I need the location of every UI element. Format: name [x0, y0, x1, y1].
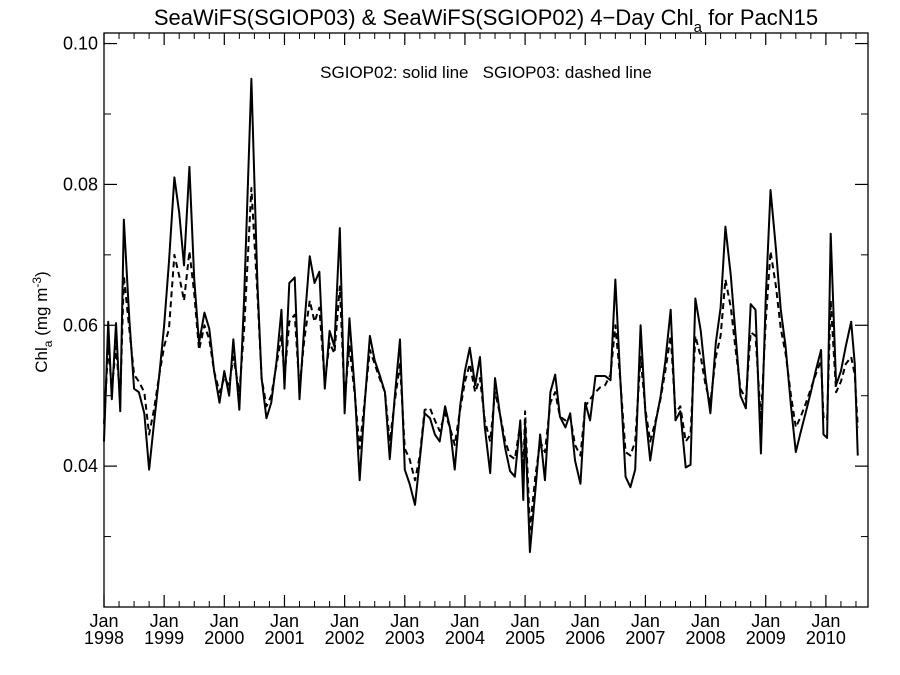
x-tick-year-label: 1998 — [84, 628, 124, 648]
x-tick-year-label: 2005 — [505, 628, 545, 648]
x-tick-month-label: Jan — [511, 611, 540, 631]
series-line-sgiop02 — [103, 77, 859, 554]
x-tick-month-label: Jan — [691, 611, 720, 631]
plot-frame — [103, 32, 869, 608]
x-tick-year-label: 2007 — [625, 628, 665, 648]
x-tick-month-label: Jan — [330, 611, 359, 631]
x-tick-month-label: Jan — [811, 611, 840, 631]
x-tick-month-label: Jan — [571, 611, 600, 631]
series-line-sgiop03 — [103, 186, 859, 531]
x-tick-year-label: 2009 — [746, 628, 786, 648]
x-tick-month-label: Jan — [210, 611, 239, 631]
x-tick-month-label: Jan — [751, 611, 780, 631]
x-axis-ticks: Jan1998Jan1999Jan2000Jan2001Jan2002Jan20… — [84, 33, 857, 648]
x-tick-year-label: 2001 — [264, 628, 304, 648]
x-tick-year-label: 2003 — [385, 628, 425, 648]
x-tick-month-label: Jan — [631, 611, 660, 631]
y-axis-label: Chla (mg m-3) — [30, 271, 55, 372]
x-tick-month-label: Jan — [150, 611, 179, 631]
x-tick-month-label: Jan — [390, 611, 419, 631]
y-axis-ticks: 0.04 0.06 0.08 0.10 — [63, 34, 868, 538]
y-tick-label: 0.04 — [63, 456, 98, 476]
x-tick-month-label: Jan — [89, 611, 118, 631]
x-tick-year-label: 2010 — [806, 628, 846, 648]
x-tick-month-label: Jan — [270, 611, 299, 631]
x-tick-year-label: 2008 — [686, 628, 726, 648]
x-tick-month-label: Jan — [450, 611, 479, 631]
chart-title: SeaWiFS(SGIOP03) & SeaWiFS(SGIOP02) 4−Da… — [154, 5, 818, 36]
x-tick-year-label: 2004 — [445, 628, 485, 648]
y-tick-label: 0.08 — [63, 174, 98, 194]
series-layer — [103, 77, 859, 554]
y-tick-label: 0.06 — [63, 315, 98, 335]
legend-note: SGIOP02: solid line SGIOP03: dashed line — [320, 63, 652, 82]
y-tick-label: 0.10 — [63, 34, 98, 54]
x-tick-year-label: 2002 — [325, 628, 365, 648]
x-tick-year-label: 2006 — [565, 628, 605, 648]
x-tick-year-label: 2000 — [204, 628, 244, 648]
x-tick-year-label: 1999 — [144, 628, 184, 648]
